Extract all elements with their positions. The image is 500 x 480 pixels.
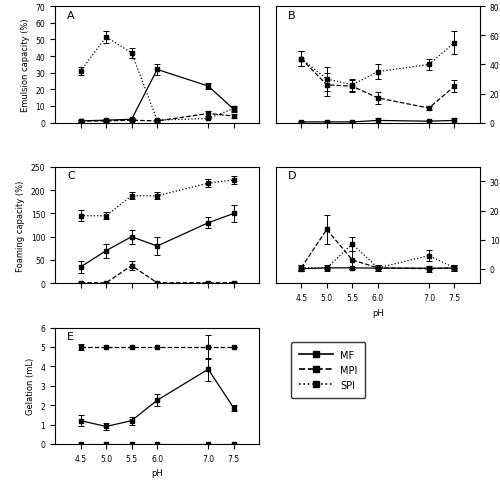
X-axis label: pH: pH: [152, 468, 163, 477]
Legend: MF, MPI, SPI: MF, MPI, SPI: [291, 342, 366, 398]
Text: A: A: [68, 11, 75, 21]
Text: E: E: [68, 331, 74, 341]
Y-axis label: Emulsion capacity (%): Emulsion capacity (%): [21, 19, 30, 112]
Y-axis label: Foaming capacity (%): Foaming capacity (%): [16, 180, 25, 271]
Text: C: C: [68, 171, 75, 181]
Text: D: D: [288, 171, 296, 181]
Y-axis label: Gelation (mL): Gelation (mL): [26, 357, 35, 415]
Text: B: B: [288, 11, 296, 21]
X-axis label: pH: pH: [372, 308, 384, 317]
